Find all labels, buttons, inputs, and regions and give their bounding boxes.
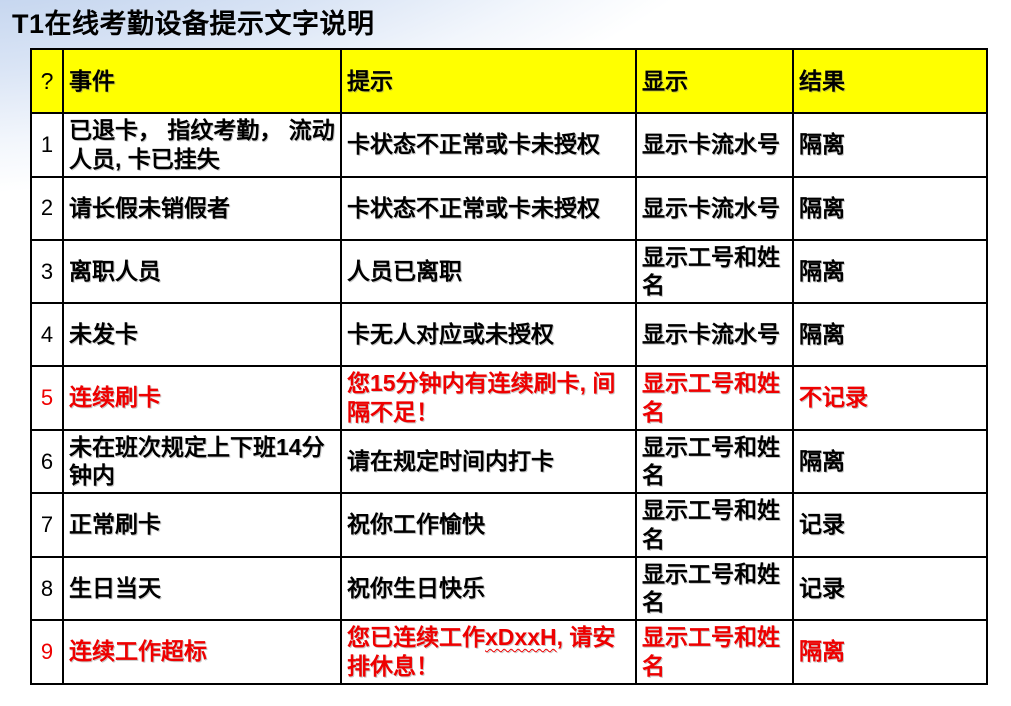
- table-row: 4 未发卡 卡无人对应或未授权 显示卡流水号 隔离: [30, 302, 988, 367]
- cell-display: 显示工号和姓名: [635, 365, 794, 431]
- table-row: 9 连续工作超标 您已连续工作xDxxH, 请安排休息！ 显示工号和姓名 隔离: [30, 619, 988, 685]
- cell-event: 连续工作超标: [62, 619, 342, 685]
- cell-prompt: 您15分钟内有连续刷卡, 间隔不足！: [340, 365, 637, 431]
- cell-display: 显示工号和姓名: [635, 492, 794, 558]
- cell-prompt: 卡无人对应或未授权: [340, 302, 637, 367]
- cell-event: 未发卡: [62, 302, 342, 367]
- cell-result: 隔离: [792, 302, 988, 367]
- cell-result: 隔离: [792, 428, 988, 494]
- cell-display: 显示卡流水号: [635, 175, 794, 241]
- cell-event: 已退卡， 指纹考勤， 流动人员, 卡已挂失: [62, 112, 342, 178]
- table-row: 7 正常刷卡 祝你工作愉快 显示工号和姓名 记录: [30, 492, 988, 558]
- cell-display: 显示工号和姓名: [635, 238, 794, 304]
- row-number: 7: [30, 492, 64, 558]
- cell-event: 连续刷卡: [62, 365, 342, 431]
- cell-display: 显示工号和姓名: [635, 428, 794, 494]
- table-body: 1 已退卡， 指纹考勤， 流动人员, 卡已挂失 卡状态不正常或卡未授权 显示卡流…: [30, 112, 988, 685]
- header-display: 显示: [635, 48, 794, 114]
- cell-display: 显示卡流水号: [635, 302, 794, 367]
- header-result: 结果: [792, 48, 988, 114]
- header-prompt: 提示: [340, 48, 637, 114]
- cell-event: 请长假未销假者: [62, 175, 342, 241]
- cell-event: 离职人员: [62, 238, 342, 304]
- header-event: 事件: [62, 48, 342, 114]
- cell-prompt: 祝你生日快乐: [340, 555, 637, 621]
- cell-result: 隔离: [792, 175, 988, 241]
- cell-result: 隔离: [792, 619, 988, 685]
- table-row: 2 请长假未销假者 卡状态不正常或卡未授权 显示卡流水号 隔离: [30, 175, 988, 241]
- cell-prompt: 请在规定时间内打卡: [340, 428, 637, 494]
- row-number: 5: [30, 365, 64, 431]
- cell-event: 生日当天: [62, 555, 342, 621]
- page-title: T1在线考勤设备提示文字说明: [12, 9, 375, 39]
- prompt-text-pre: 您已连续工作: [347, 624, 485, 650]
- header-row: ? 事件 提示 显示 结果: [30, 48, 988, 114]
- cell-display: 显示卡流水号: [635, 112, 794, 178]
- row-number: 4: [30, 302, 64, 367]
- cell-display: 显示工号和姓名: [635, 619, 794, 685]
- cell-result: 不记录: [792, 365, 988, 431]
- attendance-prompt-table: ? 事件 提示 显示 结果 1 已退卡， 指纹考勤， 流动人员, 卡已挂失 卡状…: [30, 48, 988, 685]
- cell-prompt: 祝你工作愉快: [340, 492, 637, 558]
- cell-result: 隔离: [792, 238, 988, 304]
- header-number: ?: [30, 48, 64, 114]
- cell-event: 未在班次规定上下班14分钟内: [62, 428, 342, 494]
- prompt-spellcheck-underline: xDxxH: [485, 624, 557, 650]
- cell-event: 正常刷卡: [62, 492, 342, 558]
- cell-display: 显示工号和姓名: [635, 555, 794, 621]
- table-row: 1 已退卡， 指纹考勤， 流动人员, 卡已挂失 卡状态不正常或卡未授权 显示卡流…: [30, 112, 988, 178]
- row-number: 6: [30, 428, 64, 494]
- row-number: 9: [30, 619, 64, 685]
- cell-result: 记录: [792, 555, 988, 621]
- table-row: 8 生日当天 祝你生日快乐 显示工号和姓名 记录: [30, 555, 988, 621]
- cell-prompt: 您已连续工作xDxxH, 请安排休息！: [340, 619, 637, 685]
- table-row: 5 连续刷卡 您15分钟内有连续刷卡, 间隔不足！ 显示工号和姓名 不记录: [30, 365, 988, 431]
- table-row: 3 离职人员 人员已离职 显示工号和姓名 隔离: [30, 238, 988, 304]
- row-number: 2: [30, 175, 64, 241]
- cell-prompt: 人员已离职: [340, 238, 637, 304]
- table-row: 6 未在班次规定上下班14分钟内 请在规定时间内打卡 显示工号和姓名 隔离: [30, 428, 988, 494]
- cell-prompt: 卡状态不正常或卡未授权: [340, 112, 637, 178]
- row-number: 8: [30, 555, 64, 621]
- cell-result: 隔离: [792, 112, 988, 178]
- prompt-text-post: , 请安排休息！: [347, 624, 616, 679]
- row-number: 1: [30, 112, 64, 178]
- cell-result: 记录: [792, 492, 988, 558]
- cell-prompt: 卡状态不正常或卡未授权: [340, 175, 637, 241]
- row-number: 3: [30, 238, 64, 304]
- table-header: ? 事件 提示 显示 结果: [30, 48, 988, 114]
